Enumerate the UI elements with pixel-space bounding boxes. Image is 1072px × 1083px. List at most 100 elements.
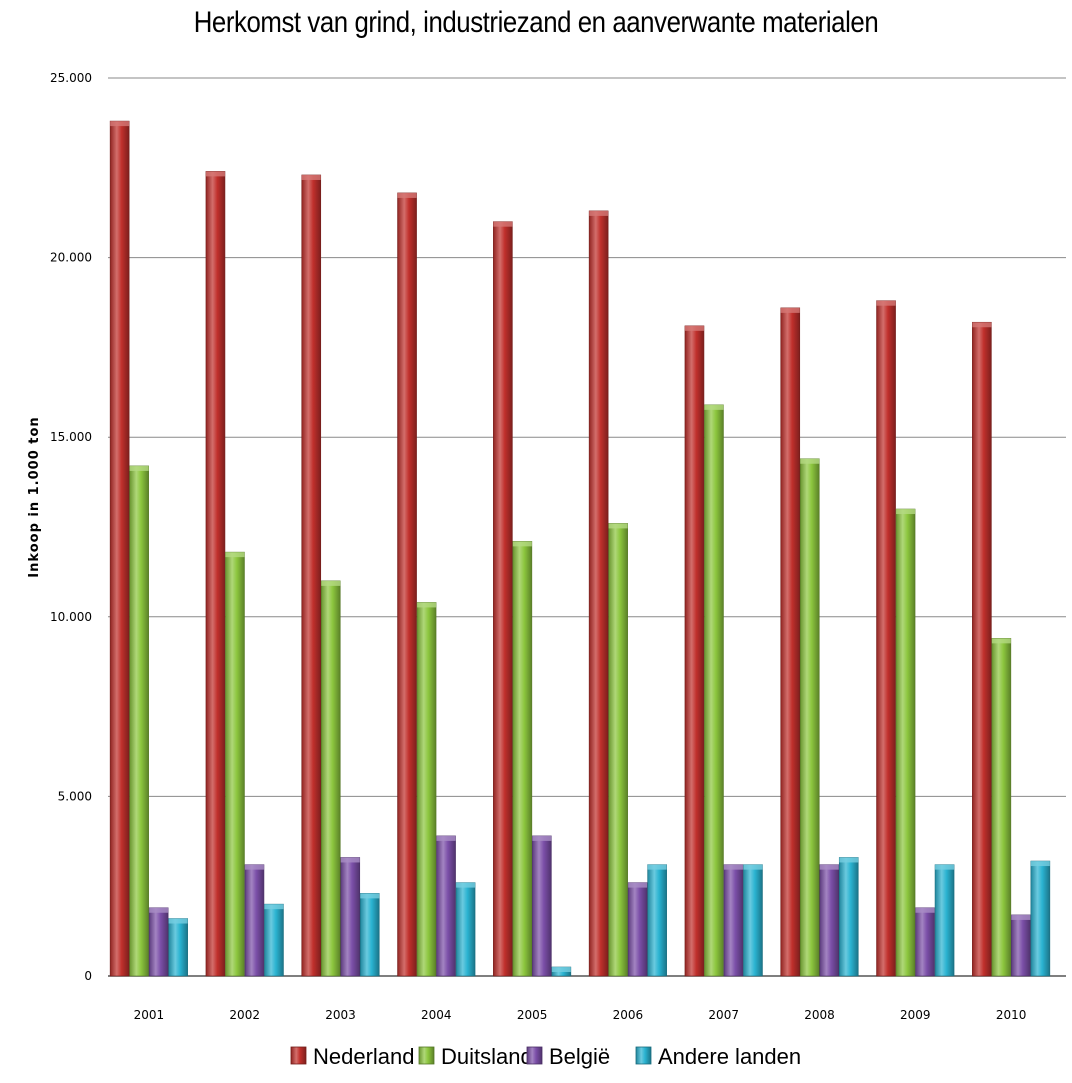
bar-nederland-2002 <box>205 171 226 977</box>
bar-top-highlight <box>935 864 955 870</box>
bar-andere-landen-2008 <box>838 857 859 977</box>
bar-top-highlight <box>628 882 648 888</box>
bar-nederland-2010 <box>972 321 992 977</box>
bar-top-highlight <box>205 171 225 177</box>
bar-duitsland-2006 <box>608 523 628 977</box>
bar-belgi--2007 <box>723 864 744 977</box>
bar-top-highlight <box>225 552 245 558</box>
bar-duitsland-2009 <box>895 508 916 977</box>
y-tick-label: 25.000 <box>50 71 92 85</box>
bar-andere-landen-2002 <box>264 903 284 977</box>
x-tick-label: 2001 <box>134 1008 165 1022</box>
y-axis-ticks: 0 5.000 10.000 15.000 20.000 25.000 <box>50 71 92 983</box>
legend: Nederland Duitsland België Andere landen <box>290 1044 801 1069</box>
bar-top-highlight <box>340 857 360 863</box>
y-axis-label: Inkoop in 1.000 ton <box>27 416 42 577</box>
bar-belgi--2006 <box>627 882 648 977</box>
bar-andere-landen-2004 <box>455 882 476 977</box>
bar-top-highlight <box>1011 914 1031 920</box>
bar-nederland-2003 <box>301 174 322 977</box>
bar-top-highlight <box>512 541 532 547</box>
bars <box>109 120 1051 977</box>
legend-swatch <box>526 1046 543 1065</box>
legend-label: Duitsland <box>441 1044 533 1069</box>
y-tick-label: 0 <box>84 969 92 983</box>
x-tick-label: 2006 <box>613 1008 644 1022</box>
bar-nederland-2004 <box>397 192 417 977</box>
gridlines <box>108 77 1066 977</box>
bar-nederland-2009 <box>876 300 896 977</box>
bar-top-highlight <box>972 322 992 328</box>
bar-andere-landen-2003 <box>359 893 380 977</box>
y-tick-label: 15.000 <box>50 430 92 444</box>
bar-duitsland-2008 <box>799 458 820 977</box>
y-tick-label: 5.000 <box>58 789 92 803</box>
bar-duitsland-2004 <box>416 602 437 977</box>
bar-nederland-2007 <box>684 325 705 977</box>
bar-top-highlight <box>743 864 763 870</box>
bar-nederland-2005 <box>493 221 513 977</box>
bar-nederland-2006 <box>588 210 609 977</box>
bar-top-highlight <box>589 210 609 216</box>
bar-top-highlight <box>129 465 149 471</box>
bar-top-highlight <box>456 882 476 888</box>
bar-duitsland-2003 <box>320 580 341 977</box>
bar-top-highlight <box>149 907 169 913</box>
bar-duitsland-2005 <box>512 541 533 977</box>
legend-label: Andere landen <box>658 1044 801 1069</box>
bar-andere-landen-2007 <box>743 864 763 977</box>
y-tick-label: 20.000 <box>50 251 92 265</box>
bar-top-highlight <box>896 509 916 515</box>
bar-belgi--2009 <box>915 907 935 977</box>
bar-top-highlight <box>417 602 437 608</box>
bar-top-highlight <box>360 893 380 899</box>
bar-belgi--2001 <box>148 907 169 977</box>
bar-top-highlight <box>493 221 513 227</box>
x-tick-label: 2009 <box>900 1008 931 1022</box>
bar-andere-landen-2010 <box>1030 860 1051 977</box>
bar-top-highlight <box>244 864 264 870</box>
legend-label: Nederland <box>313 1044 415 1069</box>
bar-top-highlight <box>397 192 417 198</box>
bar-top-highlight <box>168 918 188 924</box>
legend-swatch <box>290 1046 307 1065</box>
legend-swatch <box>635 1046 652 1065</box>
bar-top-highlight <box>915 907 935 913</box>
bar-top-highlight <box>1030 861 1050 867</box>
bar-belgi--2010 <box>1011 914 1031 977</box>
bar-nederland-2008 <box>780 307 801 977</box>
bar-top-highlight <box>819 864 839 870</box>
bar-duitsland-2010 <box>991 638 1012 977</box>
bar-andere-landen-2001 <box>168 918 188 977</box>
y-tick-label: 10.000 <box>50 610 92 624</box>
bar-duitsland-2001 <box>129 465 149 977</box>
bar-top-highlight <box>551 967 571 973</box>
bar-duitsland-2007 <box>704 404 724 977</box>
x-tick-label: 2003 <box>325 1008 356 1022</box>
x-tick-label: 2004 <box>421 1008 452 1022</box>
bar-andere-landen-2006 <box>647 864 667 977</box>
bar-top-highlight <box>532 835 552 841</box>
legend-swatch <box>418 1046 435 1065</box>
bar-top-highlight <box>110 121 130 127</box>
bar-andere-landen-2009 <box>934 864 955 977</box>
x-tick-label: 2002 <box>229 1008 260 1022</box>
bar-top-highlight <box>876 300 896 306</box>
x-tick-label: 2010 <box>996 1008 1027 1022</box>
bar-belgi--2003 <box>340 857 361 977</box>
bar-top-highlight <box>800 458 820 464</box>
bar-top-highlight <box>301 174 321 180</box>
x-tick-label: 2008 <box>804 1008 835 1022</box>
bar-top-highlight <box>608 523 628 529</box>
bar-top-highlight <box>780 307 800 313</box>
bar-belgi--2005 <box>532 835 552 977</box>
bar-nederland-2001 <box>109 120 130 977</box>
bar-top-highlight <box>647 864 667 870</box>
bar-belgi--2002 <box>244 864 265 977</box>
bar-top-highlight <box>723 864 743 870</box>
x-axis-ticks: 2001 2002 2003 2004 2005 2006 2007 2008 2009 2010 <box>134 1008 1027 1022</box>
bar-top-highlight <box>839 857 859 863</box>
bar-top-highlight <box>321 580 341 586</box>
bar-top-highlight <box>436 835 456 841</box>
